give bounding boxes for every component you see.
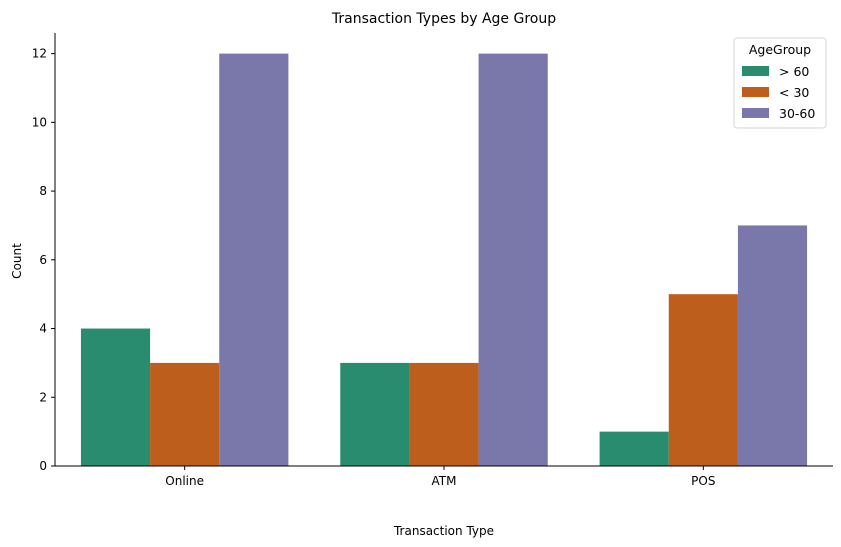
bar-atm-series-2: [409, 362, 479, 466]
legend-swatch: [742, 87, 769, 97]
y-tick-label: 4: [39, 322, 47, 336]
y-axis-title: Count: [10, 243, 24, 279]
bar-atm-series-1: [340, 362, 410, 466]
bar-online-series-3: [219, 53, 289, 466]
legend-label: > 60: [779, 64, 809, 79]
y-tick-label: 6: [39, 253, 47, 267]
x-tick-label-atm: ATM: [432, 474, 457, 488]
bar-atm-series-3: [478, 53, 548, 466]
bar-online-series-1: [80, 328, 151, 466]
y-tick-label: 10: [32, 115, 47, 129]
bar-online-series-2: [150, 362, 220, 466]
bar-pos-series-2: [668, 294, 738, 466]
legend-label: < 30: [779, 85, 809, 100]
y-axis: 0 2 4 6 8 10 12: [32, 33, 56, 473]
bar-pos-series-1: [599, 431, 669, 466]
legend-label: 30-60: [779, 106, 815, 121]
bars-group: [80, 53, 808, 466]
legend-swatch: [742, 108, 769, 118]
legend-swatch: [742, 66, 769, 76]
x-axis-title: Transaction Type: [393, 524, 494, 538]
x-tick-label-online: Online: [165, 474, 204, 488]
chart-title: Transaction Types by Age Group: [331, 11, 556, 27]
y-tick-label: 8: [39, 184, 47, 198]
legend-frame: [733, 37, 827, 129]
y-tick-label: 2: [39, 390, 47, 404]
y-tick-label: 12: [32, 47, 47, 61]
legend-title: AgeGroup: [749, 42, 811, 57]
x-tick-label-pos: POS: [691, 474, 715, 488]
legend: AgeGroup > 60 < 30 30-60: [733, 37, 827, 129]
y-tick-label: 0: [39, 459, 47, 473]
bar-pos-series-3: [737, 225, 808, 466]
x-axis: Online ATM POS: [55, 465, 833, 488]
